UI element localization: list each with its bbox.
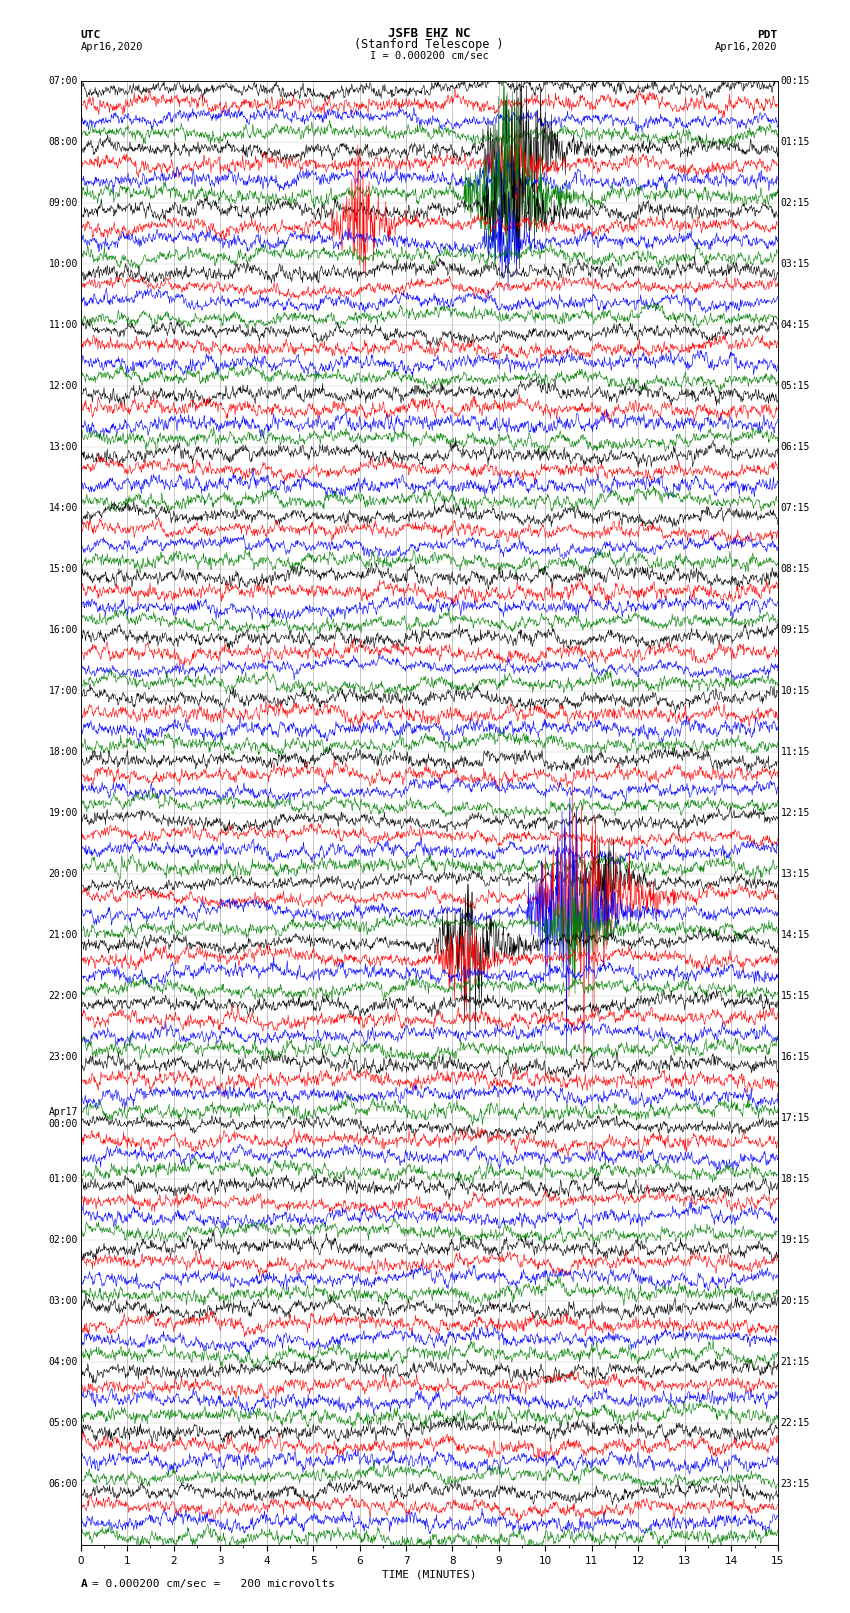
X-axis label: TIME (MINUTES): TIME (MINUTES)	[382, 1569, 477, 1579]
Text: = 0.000200 cm/sec =   200 microvolts: = 0.000200 cm/sec = 200 microvolts	[92, 1579, 335, 1589]
Text: Apr16,2020: Apr16,2020	[715, 42, 778, 52]
Text: UTC: UTC	[81, 29, 101, 39]
Text: JSFB EHZ NC: JSFB EHZ NC	[388, 26, 471, 39]
Text: (Stanford Telescope ): (Stanford Telescope )	[354, 37, 504, 50]
Text: I = 0.000200 cm/sec: I = 0.000200 cm/sec	[370, 52, 489, 61]
Text: PDT: PDT	[757, 29, 778, 39]
Text: Apr16,2020: Apr16,2020	[81, 42, 144, 52]
Text: A: A	[81, 1579, 88, 1589]
